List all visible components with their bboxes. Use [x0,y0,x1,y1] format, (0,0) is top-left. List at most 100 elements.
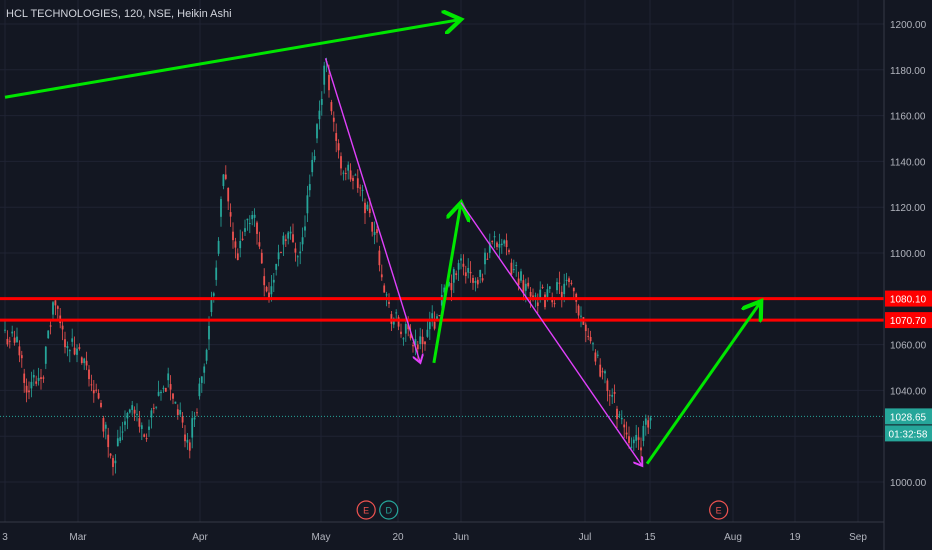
candle-body [565,279,568,281]
candle-body [64,339,66,348]
candle-body [100,402,102,408]
price-tick-label: 1200.00 [890,20,927,31]
candle-body [73,347,76,355]
candle-body [460,258,462,261]
candle-body [580,315,582,317]
time-tick-label: Jul [579,532,592,543]
candle-body [340,156,342,169]
candle-body [210,299,213,313]
candle-body [284,239,287,241]
candle-body [623,424,626,428]
time-tick-label: Mar [69,532,87,543]
price-tick-label: 1160.00 [890,112,926,123]
candle-body [479,269,482,277]
candle-body [599,364,602,377]
candle-body [92,390,95,394]
candle-body [196,412,198,414]
candle-body [649,417,652,421]
candle-body [217,240,220,254]
candle-body [116,438,119,447]
price-tick-label: 1000.00 [890,478,927,489]
candle-body [140,425,143,429]
candle-body [604,371,606,374]
candle-body [52,302,54,315]
candle-body [385,294,388,296]
candle-body [618,414,621,416]
candle-body [138,418,141,427]
candle-body [11,331,14,334]
candle-body [227,187,230,202]
earnings-badge-label: E [716,506,722,516]
candle-body [328,74,330,91]
candle-body [148,426,150,430]
candle-body [647,420,650,428]
candle-body [608,394,611,396]
candle-body [32,375,35,378]
candle-body [419,336,422,344]
candle-body [536,302,539,306]
candle-body [248,223,251,225]
candle-body [188,442,191,451]
candle-body [150,410,153,418]
candle-body [107,434,110,448]
candle-body [330,102,333,112]
time-tick-label: Jun [453,532,469,543]
candle-body [16,336,18,343]
candle-body [143,434,146,437]
candle-body [205,349,208,361]
symbol-legend[interactable]: HCL TECHNOLOGIES, 120, NSE, Heikin Ashi [6,8,232,20]
candle-body [66,345,69,349]
candle-body [6,338,9,345]
candle-body [160,391,162,394]
candle-body [397,317,400,327]
candle-body [102,418,105,432]
candle-body [323,65,326,85]
candle-body [383,285,386,293]
candle-body [568,278,570,283]
candle-body [71,338,74,342]
candle-body [520,271,522,281]
candle-body [611,394,614,397]
candle-body [539,289,542,300]
earnings-badge-label: E [363,506,369,516]
candle-body [532,295,534,297]
candle-body [18,346,21,356]
candle-body [299,251,302,254]
candle-body [35,381,38,384]
candle-body [380,274,383,278]
candle-body [570,282,573,284]
candle-body [37,377,40,381]
candle-body [544,294,546,308]
candle-body [176,409,179,415]
candle-body [376,229,378,234]
earnings-badge[interactable] [709,500,729,520]
candle-body [635,434,638,441]
candle-body [172,393,174,399]
candle-body [54,300,57,306]
dividend-badge[interactable] [379,500,399,520]
candle-body [462,263,465,267]
earnings-badge[interactable] [356,500,376,520]
candle-body [500,243,503,246]
candle-body [136,413,138,415]
candle-body [8,340,11,342]
last-price-tag: 1028.65 [890,412,927,423]
candle-body [294,248,297,253]
candle-body [246,218,249,221]
time-tick-label: May [312,532,331,543]
candle-body [97,393,100,399]
candle-body [546,289,549,297]
candle-body [282,235,285,245]
candle-body [292,234,294,242]
candle-body [30,381,33,389]
green-trend-arrow [432,203,461,364]
bar-countdown-tag: 01:32:58 [889,429,928,440]
candle-body [400,331,402,335]
candle-body [512,269,515,271]
candle-body [277,252,280,260]
price-tick-label: 1040.00 [890,386,927,397]
candle-body [486,258,489,260]
level-price-tag-box [885,312,932,329]
